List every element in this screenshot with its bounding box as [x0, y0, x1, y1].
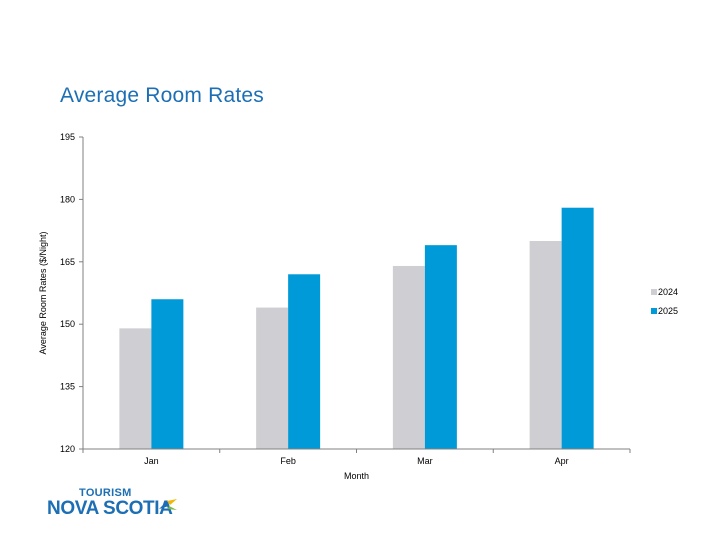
bar-2025-mar [424, 245, 457, 449]
tourism-nova-scotia-logo: TOURISM NOVA SCOTIA [47, 487, 182, 523]
bar-2025-jan [151, 299, 184, 449]
legend-swatch-2024 [651, 289, 657, 295]
logo-line-1: TOURISM [79, 487, 132, 499]
y-tick-label: 180 [60, 194, 75, 204]
legend: 2024 2025 [651, 287, 678, 316]
x-tick-label: Apr [555, 456, 569, 466]
legend-label-2024: 2024 [658, 287, 678, 297]
x-axis: Jan Feb Mar Apr [82, 448, 631, 466]
bar-2024-mar [392, 265, 425, 449]
legend-swatch-2025 [651, 308, 657, 314]
x-axis-title: Month [344, 471, 369, 481]
x-tick-label: Feb [280, 456, 296, 466]
bird-icon [159, 499, 177, 510]
y-tick-label: 165 [60, 257, 75, 267]
y-axis: 120 135 150 165 180 195 [60, 132, 84, 454]
y-tick-label: 150 [60, 319, 75, 329]
y-tick-label: 195 [60, 132, 75, 142]
x-tick-label: Jan [144, 456, 159, 466]
bars [119, 207, 594, 449]
bar-2024-feb [256, 307, 289, 449]
bar-2024-apr [529, 241, 562, 449]
x-tick-label: Mar [417, 456, 433, 466]
y-tick-label: 120 [60, 444, 75, 454]
logo-line-2: NOVA SCOTIA [47, 498, 173, 519]
legend-label-2025: 2025 [658, 306, 678, 316]
bar-2025-feb [288, 274, 321, 449]
y-axis-title: Average Room Rates ($/Night) [38, 232, 48, 355]
bar-2024-jan [119, 328, 152, 449]
chart-title: Average Room Rates [60, 84, 264, 107]
bar-2025-apr [561, 207, 594, 449]
y-tick-label: 135 [60, 382, 75, 392]
